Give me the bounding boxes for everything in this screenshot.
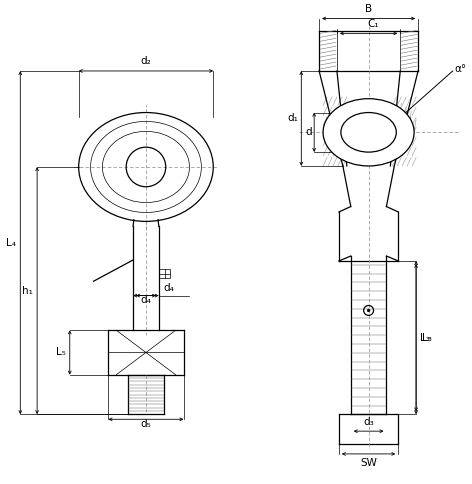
Text: d₅: d₅ — [141, 419, 152, 429]
Circle shape — [367, 309, 370, 312]
Text: B: B — [365, 3, 372, 14]
Text: α°: α° — [455, 64, 467, 74]
Text: d₄: d₄ — [164, 283, 175, 293]
Text: d₁: d₁ — [287, 113, 298, 123]
Text: d₂: d₂ — [141, 56, 152, 66]
Text: L₅: L₅ — [56, 348, 66, 358]
Text: C₁: C₁ — [368, 19, 379, 30]
Text: L₃: L₃ — [422, 333, 432, 343]
Text: SW: SW — [360, 458, 377, 468]
Ellipse shape — [341, 113, 396, 152]
Text: L₃: L₃ — [420, 333, 430, 343]
Text: L₄: L₄ — [6, 238, 17, 248]
Bar — [159, 270, 170, 278]
Text: d₄: d₄ — [141, 296, 152, 305]
Text: d₃: d₃ — [363, 417, 374, 427]
Ellipse shape — [323, 99, 414, 166]
Text: d: d — [305, 127, 312, 137]
Text: h₁: h₁ — [22, 286, 33, 296]
